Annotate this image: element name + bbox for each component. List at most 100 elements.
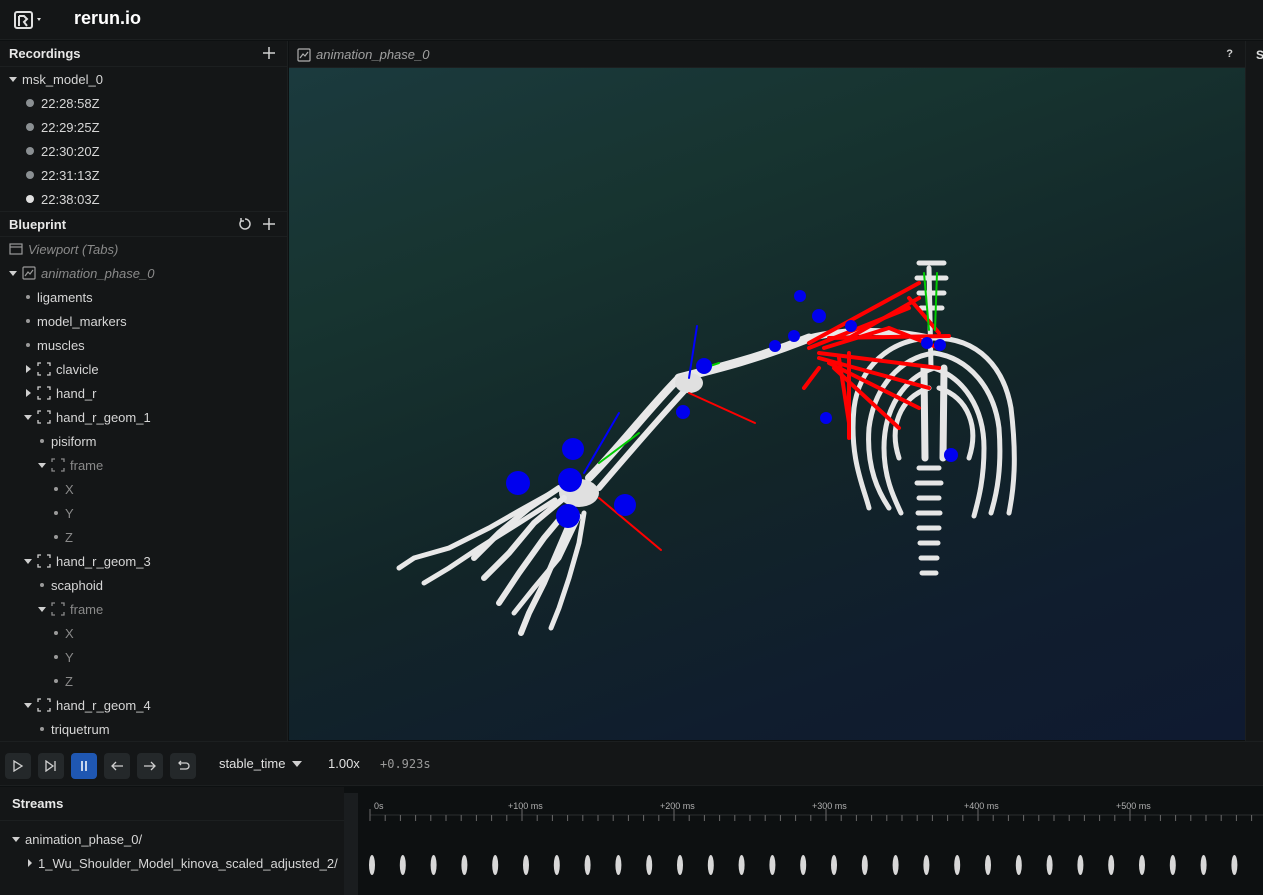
event-marker[interactable]: [1200, 855, 1207, 875]
event-marker[interactable]: [1077, 855, 1084, 875]
timeline-label: stable_time: [219, 756, 286, 771]
step-button[interactable]: [38, 753, 64, 779]
recording-group[interactable]: msk_model_0: [0, 67, 287, 91]
event-marker[interactable]: [1108, 855, 1115, 875]
event-marker[interactable]: [1231, 855, 1238, 875]
marker-spheres: [506, 290, 958, 528]
blueprint-row[interactable]: scaphoid: [0, 573, 287, 597]
skeleton-scene[interactable]: [289, 68, 1245, 740]
blueprint-row[interactable]: hand_r_geom_1: [0, 405, 287, 429]
event-marker[interactable]: [954, 855, 961, 875]
event-marker[interactable]: [769, 855, 776, 875]
blueprint-row-label: Z: [65, 673, 73, 689]
step-back-button[interactable]: [104, 753, 130, 779]
tab-animation-phase[interactable]: animation_phase_0: [297, 47, 429, 62]
leaf-dot-icon: [26, 295, 30, 299]
blueprint-row[interactable]: ligaments: [0, 285, 287, 309]
blueprint-row[interactable]: X: [0, 477, 287, 501]
blueprint-row[interactable]: Y: [0, 645, 287, 669]
view-row[interactable]: animation_phase_0: [0, 261, 287, 285]
event-marker[interactable]: [738, 855, 745, 875]
recording-item[interactable]: 22:38:03Z: [0, 187, 287, 211]
caret-down-icon[interactable]: [9, 270, 17, 276]
stream-root-row[interactable]: animation_phase_0/: [0, 827, 344, 851]
pause-button[interactable]: [71, 753, 97, 779]
blueprint-row[interactable]: Z: [0, 525, 287, 549]
recording-item[interactable]: 22:30:20Z: [0, 139, 287, 163]
blueprint-row[interactable]: model_markers: [0, 309, 287, 333]
time-ruler[interactable]: [344, 787, 1263, 895]
event-marker[interactable]: [861, 855, 868, 875]
event-marker[interactable]: [707, 855, 714, 875]
event-marker[interactable]: [492, 855, 499, 875]
help-button[interactable]: ?: [1226, 48, 1233, 60]
event-marker[interactable]: [584, 855, 591, 875]
caret-right-icon[interactable]: [26, 389, 31, 397]
recording-dot-icon: [26, 99, 34, 107]
leaf-dot-icon: [54, 655, 58, 659]
event-marker[interactable]: [615, 855, 622, 875]
caret-down-icon[interactable]: [12, 836, 20, 842]
caret-down-icon[interactable]: [24, 558, 32, 564]
event-marker[interactable]: [677, 855, 683, 875]
blueprint-row[interactable]: clavicle: [0, 357, 287, 381]
timeline-selector[interactable]: stable_time: [219, 756, 303, 771]
blueprint-row[interactable]: Y: [0, 501, 287, 525]
event-marker[interactable]: [461, 855, 468, 875]
blueprint-row[interactable]: muscles: [0, 333, 287, 357]
event-marker[interactable]: [923, 855, 930, 875]
blueprint-row-label: Z: [65, 529, 73, 545]
caret-down-icon[interactable]: [38, 606, 46, 612]
blueprint-row[interactable]: triquetrum: [0, 717, 287, 741]
leaf-dot-icon: [40, 727, 44, 731]
playback-speed[interactable]: 1.00x: [328, 756, 360, 771]
blueprint-row[interactable]: hand_r_geom_3: [0, 549, 287, 573]
blueprint-row[interactable]: X: [0, 621, 287, 645]
blueprint-row[interactable]: hand_r: [0, 381, 287, 405]
ruler-tick-label: +100 ms: [508, 801, 543, 811]
event-marker[interactable]: [985, 855, 991, 875]
step-forward-button[interactable]: [137, 753, 163, 779]
entity-bracket-icon: [37, 698, 51, 712]
blueprint-row[interactable]: frame: [0, 453, 287, 477]
caret-down-icon[interactable]: [38, 462, 46, 468]
blueprint-row[interactable]: frame: [0, 597, 287, 621]
event-marker[interactable]: [553, 855, 560, 875]
caret-down-icon[interactable]: [24, 414, 32, 420]
reset-icon[interactable]: [237, 216, 253, 232]
caret-right-icon[interactable]: [28, 859, 32, 867]
event-marker[interactable]: [892, 855, 899, 875]
recordings-title: Recordings: [9, 46, 81, 61]
time-ruler-panel[interactable]: 0s +100 ms +200 ms +300 ms +400 ms +500 ms: [344, 787, 1263, 895]
blueprint-row[interactable]: Z: [0, 669, 287, 693]
viewport-row[interactable]: Viewport (Tabs): [0, 237, 287, 261]
plus-icon[interactable]: [261, 45, 277, 61]
plus-icon[interactable]: [261, 216, 277, 232]
event-marker[interactable]: [646, 855, 653, 875]
event-marker[interactable]: [800, 855, 807, 875]
caret-down-icon[interactable]: [9, 76, 17, 82]
recording-item[interactable]: 22:29:25Z: [0, 115, 287, 139]
event-marker[interactable]: [430, 855, 437, 875]
rerun-logo-icon[interactable]: [14, 10, 46, 30]
recording-item[interactable]: 22:28:58Z: [0, 91, 287, 115]
recording-item-label: 22:29:25Z: [41, 119, 100, 135]
event-marker[interactable]: [1015, 855, 1022, 875]
caret-down-icon[interactable]: [24, 702, 32, 708]
event-marker[interactable]: [1139, 855, 1145, 875]
blueprint-row[interactable]: pisiform: [0, 429, 287, 453]
blueprint-row[interactable]: hand_r_geom_4: [0, 693, 287, 717]
stream-child-row[interactable]: 1_Wu_Shoulder_Model_kinova_scaled_adjust…: [0, 851, 344, 875]
loop-button[interactable]: [170, 753, 196, 779]
event-marker[interactable]: [831, 855, 837, 875]
event-marker[interactable]: [1046, 855, 1053, 875]
event-marker[interactable]: [1169, 855, 1176, 875]
recording-item[interactable]: 22:31:13Z: [0, 163, 287, 187]
play-button[interactable]: [5, 753, 31, 779]
event-marker[interactable]: [523, 855, 529, 875]
caret-right-icon[interactable]: [26, 365, 31, 373]
chevron-down-icon: [292, 760, 303, 767]
3d-viewport[interactable]: [289, 68, 1245, 740]
event-marker[interactable]: [369, 855, 375, 875]
event-marker[interactable]: [399, 855, 406, 875]
